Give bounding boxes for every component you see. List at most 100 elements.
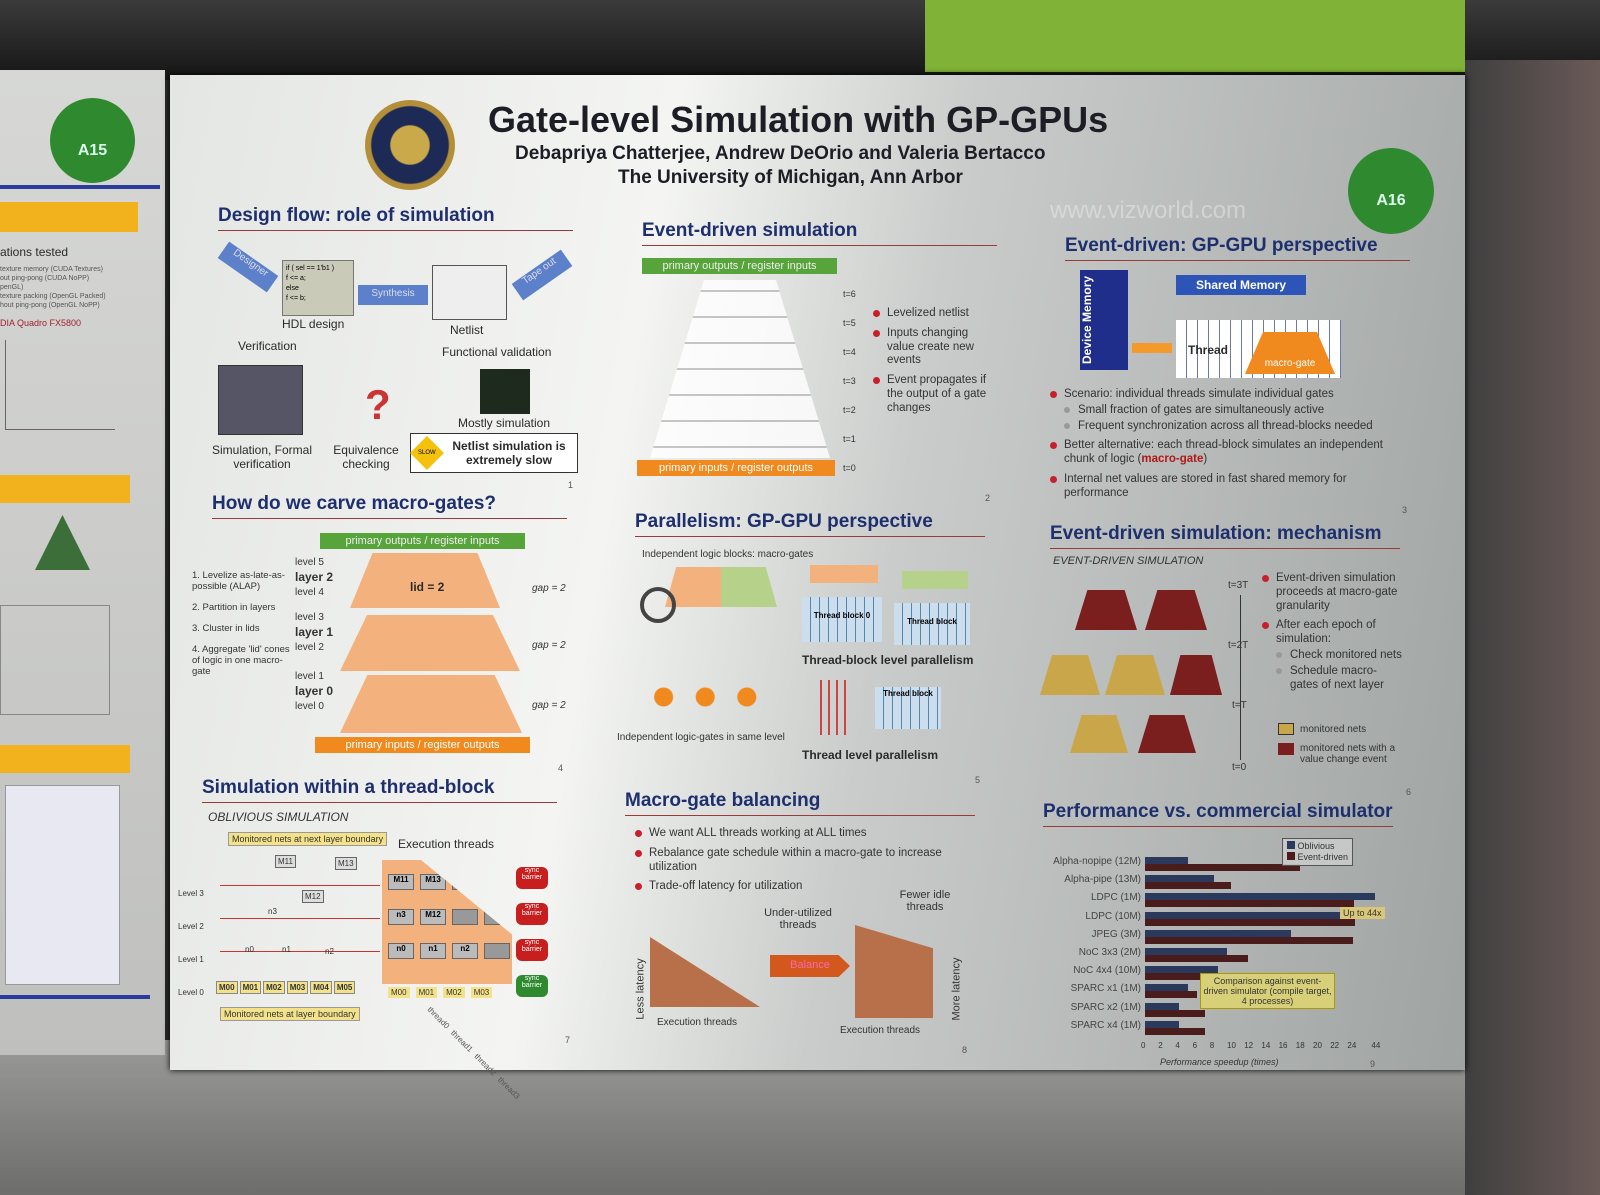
macro-gate — [1040, 655, 1100, 695]
layer-1-shape — [340, 615, 520, 671]
fewer-label: Fewer idle threads — [899, 889, 951, 913]
panel-gpgpu: Event-driven: GP-GPU perspective — [1065, 235, 1410, 261]
bar-event-driven — [1145, 955, 1249, 962]
mechanism-bullets: Event-driven simulation proceeds at macr… — [1262, 572, 1402, 698]
category-label: SPARC x1 (1M) — [1070, 983, 1141, 995]
level: level 5 — [295, 557, 324, 568]
category-label: Alpha-pipe (13M) — [1064, 874, 1141, 886]
panel-heading: Event-driven: GP-GPU perspective — [1065, 235, 1410, 261]
bar-event-driven — [1145, 882, 1231, 890]
legend-item: Event-driven — [1287, 852, 1348, 863]
item: texture packing (OpenGL Packed) — [0, 293, 106, 300]
net: n1 — [282, 945, 291, 954]
sync-barrier: sync barrier — [516, 939, 548, 961]
thread-block-0: Thread block 0 — [802, 597, 882, 642]
macro-gate-shape: macro-gate — [1245, 332, 1335, 374]
macro-gate — [1105, 655, 1165, 695]
time-label: t=T — [1232, 700, 1247, 711]
category-label: Alpha-nopipe (12M) — [1053, 856, 1141, 867]
monitored-bottom-label: Monitored nets at layer boundary — [220, 1007, 360, 1021]
neighbor-gpu: DIA Quadro FX5800 — [0, 318, 82, 328]
x-tick: 22 — [1330, 1041, 1340, 1050]
x-tick: 12 — [1244, 1041, 1254, 1050]
less-latency: Less latency — [634, 958, 647, 1020]
grid-cell: M12 — [420, 908, 446, 925]
time-label: t=5 — [843, 318, 856, 328]
yellow-bar — [0, 475, 130, 503]
verification-label: Verification — [238, 339, 297, 353]
level: Level 1 — [178, 955, 204, 964]
time-axis: t=6 t=5 t=4 t=3 t=2 t=1 t=0 — [843, 280, 856, 483]
background-right — [1465, 60, 1600, 1195]
neighbor-diagram — [5, 785, 120, 985]
slow-sign-text: SLOW — [418, 449, 436, 456]
time-label: t=4 — [843, 347, 856, 357]
x-tick: 8 — [1209, 1041, 1215, 1050]
thread-block: Thread block — [894, 603, 970, 645]
legend-swatch — [1287, 852, 1295, 860]
sub-bullet: Schedule macro-gates of next layer — [1262, 665, 1402, 693]
grid-cell — [484, 874, 510, 890]
thread-label: Thread — [1188, 343, 1229, 357]
category-label: NoC 4x4 (10M) — [1073, 965, 1141, 977]
macro-gate-highlight: macro-gate — [1141, 453, 1204, 466]
bar-oblivious — [1145, 857, 1188, 864]
sync-barriers: sync barrier sync barrier sync barrier s… — [516, 867, 548, 997]
level: Level 3 — [178, 889, 204, 898]
carve-steps: 1. Levelize as-late-as-possible (ALAP) 2… — [192, 570, 290, 677]
thread-grid: M11 M13 n3 M12 n0 n1 n2 — [382, 860, 512, 984]
bar-event-driven — [1145, 991, 1197, 999]
level-lines — [220, 885, 380, 886]
bullet: Trade-off latency for utilization — [635, 880, 955, 894]
x-tick: 0 — [1141, 1041, 1146, 1050]
x-tick: 6 — [1192, 1041, 1198, 1050]
gpgpu-bullets: Scenario: individual threads simulate in… — [1050, 388, 1390, 507]
level-labels: Level 3 Level 2 Level 1 Level 0 — [178, 877, 204, 1009]
legend-changed: monitored nets with a value change event — [1278, 743, 1403, 765]
poster-authors: Debapriya Chatterjee, Andrew DeOrio and … — [515, 143, 1046, 164]
bar-event-driven — [1145, 936, 1353, 944]
green-block — [902, 571, 968, 589]
grid-cell — [484, 943, 510, 960]
net: M00 — [216, 981, 238, 994]
net: M00 — [388, 987, 410, 998]
thread-label: thread1 — [449, 1028, 475, 1054]
surface-image — [35, 515, 90, 570]
balanced-shape — [855, 925, 933, 1018]
gap-label: gap = 2 — [532, 583, 566, 594]
net: M05 — [333, 981, 356, 994]
layer: layer 0 — [295, 684, 334, 698]
net: M12 — [302, 890, 324, 903]
bar-oblivious — [1145, 911, 1359, 919]
bar-event-driven — [1145, 918, 1355, 926]
bar-event-driven — [1145, 900, 1354, 908]
net: M02 — [443, 987, 465, 998]
bullet: Internal net values are stored in fast s… — [1050, 473, 1390, 501]
shared-memory: Shared Memory — [1176, 275, 1306, 295]
divider — [0, 185, 160, 189]
panel-parallel: Parallelism: GP-GPU perspective — [635, 511, 985, 537]
sub-bullet: Check monitored nets — [1262, 649, 1402, 663]
panel-design-flow: Design flow: role of simulation — [218, 205, 573, 231]
net: M02 — [263, 981, 285, 994]
orange-block — [810, 565, 878, 583]
bullet: We want ALL threads working at ALL times — [635, 827, 955, 841]
thread-parallel-label: Thread level parallelism — [802, 748, 939, 762]
neighbor-heading: ations tested — [0, 245, 69, 259]
oblivious-subtitle: OBLIVIOUS SIMULATION — [208, 810, 349, 824]
blocks-label: Independent logic blocks: macro-gates — [642, 549, 814, 560]
sync-barrier: sync barrier — [516, 867, 548, 889]
bullet: After each epoch of simulation: — [1262, 619, 1402, 647]
x-tick: 2 — [1158, 1041, 1163, 1050]
panel-number: 3 — [1402, 505, 1408, 515]
legend-swatch — [1278, 723, 1294, 735]
bullet: Better alternative: each thread-block si… — [1050, 439, 1390, 467]
panel-event-sim: Event-driven simulation — [642, 220, 997, 246]
panel-threadblock: Simulation within a thread-block — [202, 777, 557, 803]
grid-cell: M13 — [420, 874, 446, 890]
layer: layer 1 — [295, 625, 334, 639]
neighbor-chart — [5, 340, 115, 430]
equiv-label: Equivalence checking — [333, 443, 399, 472]
time-label: t=1 — [843, 434, 856, 444]
bar-oblivious — [1145, 1002, 1180, 1010]
